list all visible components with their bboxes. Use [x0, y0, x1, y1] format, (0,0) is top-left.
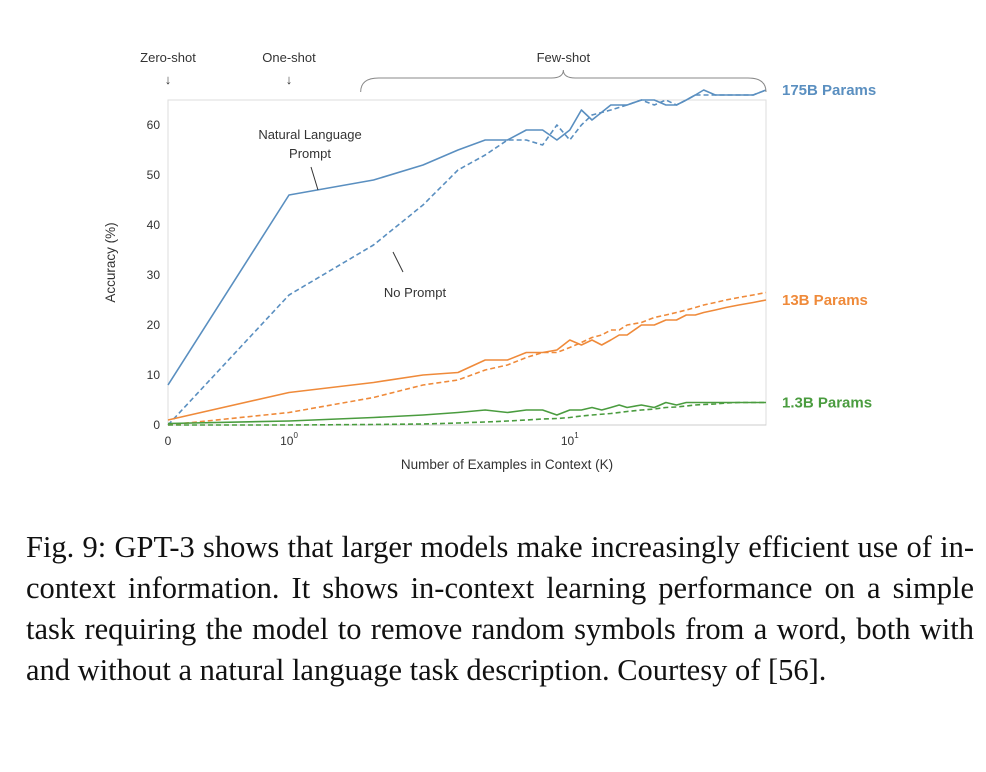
few-shot-brace — [360, 69, 767, 93]
region-label: Few-shot — [537, 50, 591, 65]
y-tick-label: 60 — [147, 118, 161, 132]
x-tick-label: 0 — [165, 434, 172, 448]
region-label: One-shot — [262, 50, 316, 65]
plot-border — [167, 99, 767, 426]
x-tick-base: 10 — [280, 434, 294, 448]
series-label-layer: 175B Params 13B Params 1.3B Params — [782, 82, 876, 412]
x-axis-title: Number of Examples in Context (K) — [401, 457, 613, 472]
series-label: 175B Params — [782, 82, 876, 99]
chart-figure: 0 10 20 30 40 50 60 0 100 101 Number of Examples i… — [103, 50, 876, 472]
series-line-5 — [168, 401, 766, 426]
series-line-1 — [167, 89, 767, 426]
y-tick-label: 40 — [147, 218, 161, 232]
y-tick-label: 10 — [147, 368, 161, 382]
region-arrow-icon: ↓ — [165, 72, 172, 87]
series-line-2 — [167, 299, 767, 421]
series-line-4 — [167, 401, 766, 425]
region-label: Zero-shot — [140, 50, 196, 65]
y-tick-label: 0 — [153, 418, 160, 432]
series-label: 1.3B Params — [782, 395, 872, 412]
x-tick-label: 101 — [561, 431, 579, 448]
x-tick-exponent: 1 — [574, 431, 579, 440]
series-label: 13B Params — [782, 292, 868, 309]
plot-area — [167, 99, 767, 426]
region-layer: Zero-shot ↓ One-shot ↓ Few-shot — [140, 50, 767, 93]
y-tick-label: 50 — [147, 168, 161, 182]
x-tick-label: 100 — [280, 431, 298, 448]
x-tick-base: 0 — [165, 434, 172, 448]
annotation-layer: Natural Language Prompt No Prompt — [258, 127, 446, 300]
annotation-pointer — [310, 166, 319, 191]
series-layer — [167, 89, 767, 426]
figure-caption: Fig. 9: GPT-3 shows that larger models m… — [26, 530, 974, 687]
annotation-no-prompt: No Prompt — [384, 285, 447, 300]
annotation-pointer — [392, 251, 404, 273]
x-tick-exponent: 0 — [293, 431, 298, 440]
series-line-0 — [167, 89, 767, 386]
region-arrow-icon: ↓ — [286, 72, 293, 87]
series-line-3 — [167, 291, 767, 426]
y-tick-label: 30 — [147, 268, 161, 282]
x-tick-base: 10 — [561, 434, 575, 448]
annotation-natural-language-line2: Prompt — [289, 146, 331, 161]
y-tick-label: 20 — [147, 318, 161, 332]
annotation-natural-language-line1: Natural Language — [258, 127, 361, 142]
y-axis-title: Accuracy (%) — [103, 222, 118, 302]
